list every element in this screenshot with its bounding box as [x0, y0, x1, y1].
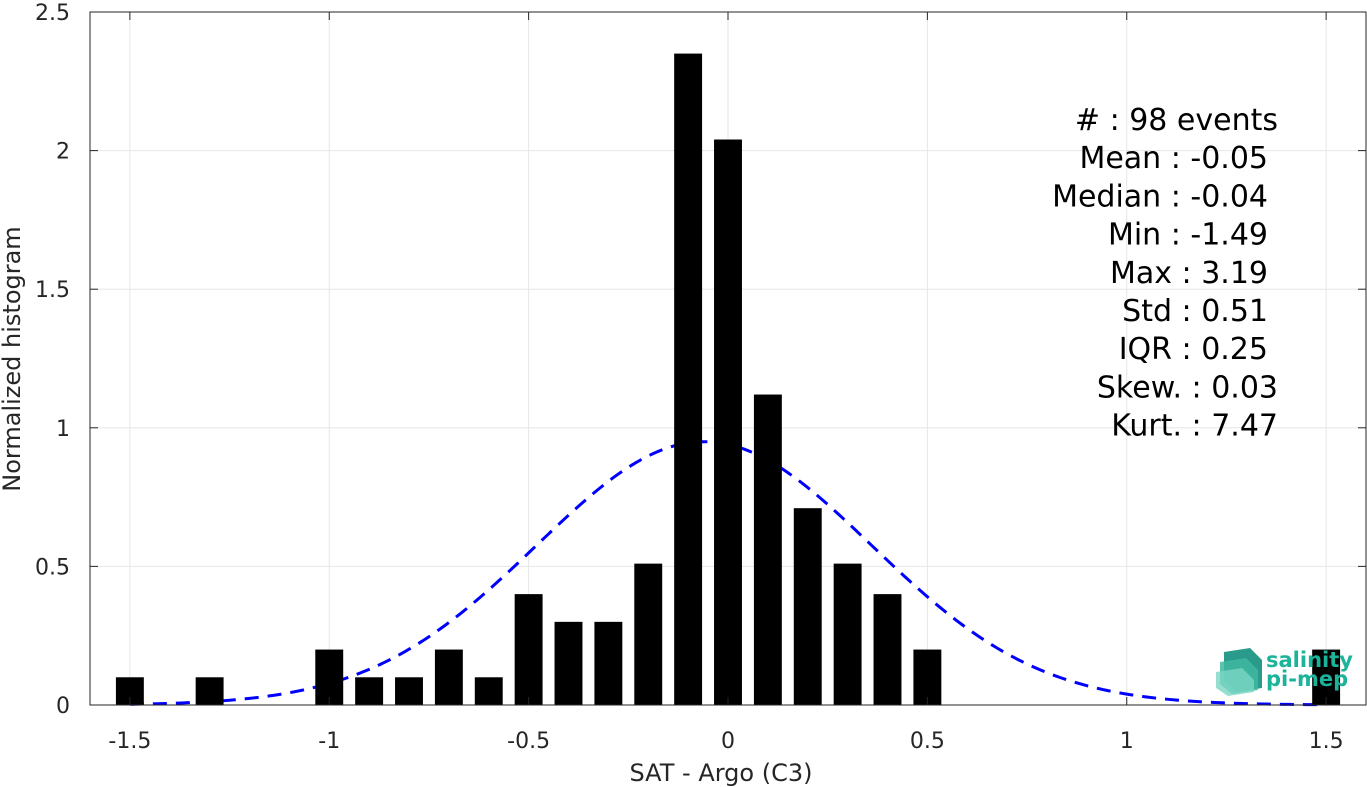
- x-tick-label: -1.5: [108, 729, 151, 754]
- x-axis: -1.5 -1 -0.5 0 0.5 1 1.5: [108, 12, 1344, 754]
- stat-line: Skew. : 0.03: [1097, 370, 1278, 405]
- histogram-bar: [1312, 649, 1341, 705]
- stat-line: Median : -0.04: [1052, 179, 1268, 214]
- histogram-bar: [793, 508, 822, 705]
- histogram-bar: [395, 677, 423, 705]
- stat-line: Std : 0.51: [1122, 294, 1268, 329]
- y-tick-label: 0: [56, 694, 70, 719]
- y-tick-label: 0.5: [35, 555, 70, 580]
- histogram-bar: [355, 677, 384, 705]
- histogram-bar: [315, 649, 344, 705]
- y-axis-label: Normalized histogram: [0, 226, 26, 491]
- stat-line: Kurt. : 7.47: [1111, 409, 1278, 444]
- salinity-pi-mep-logo: salinity pi-mep: [1216, 648, 1353, 696]
- histogram-bar: [195, 677, 224, 705]
- histogram-bar: [674, 53, 703, 705]
- x-tick-label: 1.5: [1309, 729, 1344, 754]
- stat-line: IQR : 0.25: [1119, 332, 1268, 367]
- histogram-bar: [434, 649, 463, 705]
- histogram-bar: [594, 621, 623, 705]
- y-tick-label: 1.5: [35, 278, 70, 303]
- histogram-bar: [833, 563, 862, 705]
- stat-line: Min : -1.49: [1108, 218, 1268, 253]
- logo-line2: pi-mep: [1266, 667, 1348, 691]
- x-tick-label: -1: [318, 729, 340, 754]
- logo-line1: salinity: [1266, 648, 1353, 672]
- y-axis: 0 0.5 1 1.5 2 2.5: [35, 1, 1366, 719]
- histogram-bar: [634, 563, 663, 705]
- stat-line: Mean : -0.05: [1079, 141, 1268, 176]
- y-tick-label: 2.5: [35, 1, 70, 26]
- histogram-bar: [913, 649, 942, 705]
- histogram-bar: [474, 677, 503, 705]
- bars-layer: [115, 53, 1341, 706]
- histogram-bar: [714, 139, 742, 706]
- x-axis-label: SAT - Argo (C3): [630, 759, 813, 787]
- stat-line: # : 98 events: [1075, 103, 1278, 138]
- x-tick-label: 0.5: [910, 729, 945, 754]
- logo-graphic: [1216, 648, 1262, 696]
- x-tick-label: -0.5: [507, 729, 550, 754]
- histogram-bar: [514, 594, 543, 705]
- y-tick-label: 2: [56, 140, 70, 165]
- y-tick-label: 1: [56, 417, 70, 442]
- histogram-bar: [554, 621, 583, 705]
- histogram-bar: [873, 594, 902, 705]
- histogram-bar: [753, 394, 782, 705]
- stat-line: Max : 3.19: [1110, 256, 1268, 291]
- x-tick-label: 0: [721, 729, 735, 754]
- x-tick-label: 1: [1120, 729, 1134, 754]
